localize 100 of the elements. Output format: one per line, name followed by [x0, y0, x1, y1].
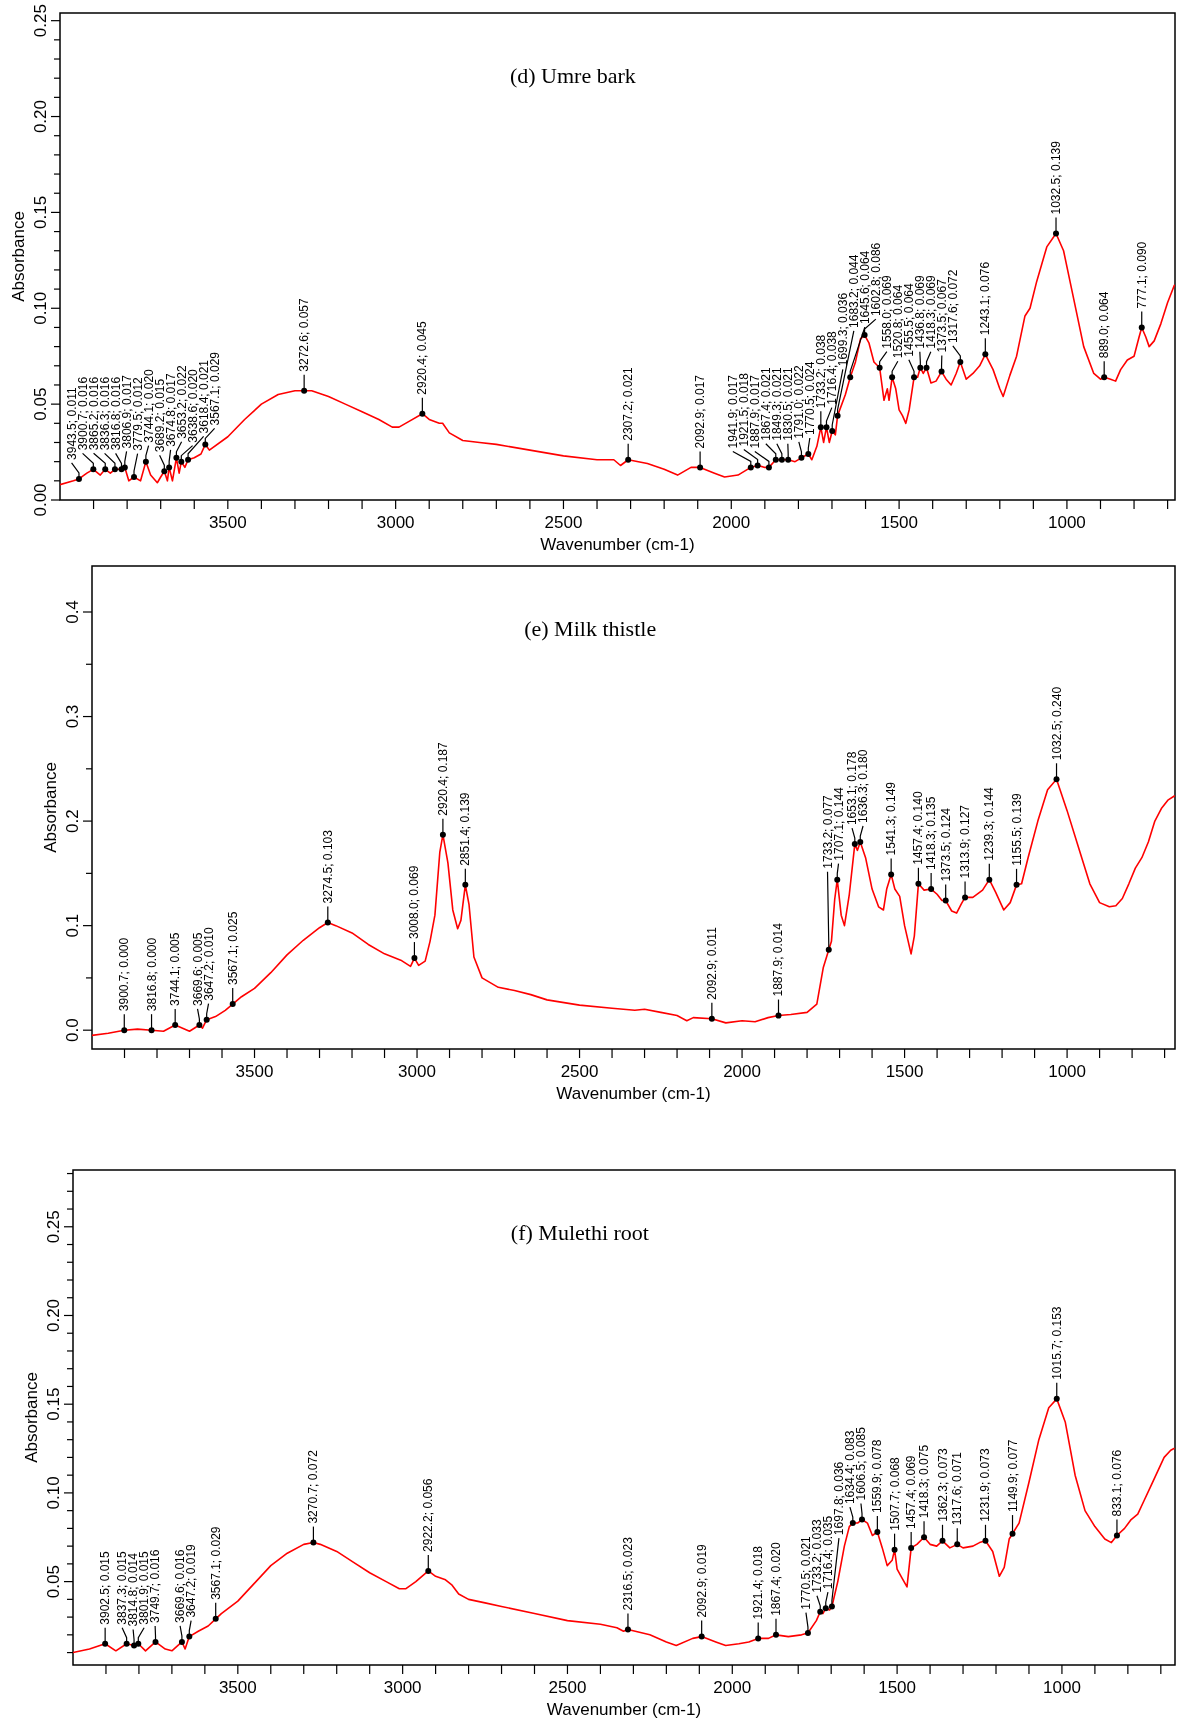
data-label: 1149.9; 0.077 — [1005, 1439, 1020, 1513]
data-label: 1239.3; 0.144 — [982, 786, 997, 861]
point — [411, 955, 418, 962]
x-tick-label: 2000 — [723, 1062, 761, 1081]
x-tick-label: 3000 — [383, 1678, 422, 1697]
y-axis-title: Absorbance — [41, 762, 60, 853]
point — [849, 1520, 856, 1527]
x-tick-label: 3500 — [218, 1678, 257, 1697]
data-label: 2922.2; 0.056 — [421, 1478, 436, 1552]
point — [754, 462, 761, 469]
x-tick-label: 1500 — [878, 1678, 917, 1697]
data-label: 777.1; 0.090 — [1134, 241, 1149, 309]
data-label: 3567.1; 0.029 — [208, 1526, 223, 1600]
point — [891, 1546, 898, 1553]
x-tick-label: 2500 — [560, 1062, 599, 1081]
point — [135, 1640, 142, 1647]
data-label: 1317.6; 0.071 — [950, 1451, 965, 1526]
point — [196, 1021, 203, 1028]
data-label: 1155.5; 0.139 — [1009, 793, 1024, 866]
y-tick-label: 0.3 — [63, 704, 82, 729]
point — [772, 456, 779, 463]
data-label: 3900.7; 0.000 — [117, 937, 132, 1012]
point — [817, 424, 824, 431]
x-tick-label: 3000 — [398, 1062, 436, 1081]
point — [102, 1640, 109, 1647]
point — [859, 1516, 865, 1523]
point — [915, 880, 922, 887]
point — [698, 1633, 705, 1640]
point — [773, 1631, 779, 1638]
point — [324, 919, 331, 926]
data-label: 1683.2; 0.044 — [846, 254, 861, 328]
point — [439, 831, 446, 838]
point — [798, 454, 805, 461]
point — [419, 410, 426, 417]
data-label: 2092.9; 0.017 — [693, 374, 708, 449]
point — [829, 427, 836, 434]
data-label: 3008.0; 0.069 — [407, 865, 422, 940]
data-label: 1887.9; 0.014 — [771, 922, 786, 997]
point — [939, 1537, 946, 1544]
point — [954, 1541, 961, 1548]
data-label: 1418.3; 0.075 — [917, 1444, 932, 1519]
point — [121, 1027, 128, 1034]
data-label: 3943.5; 0.011 — [64, 387, 79, 460]
point — [982, 351, 989, 358]
point — [957, 358, 964, 365]
point — [755, 1635, 762, 1642]
point — [102, 466, 109, 473]
data-label: 1770.5; 0.021 — [798, 1535, 813, 1610]
point — [624, 1626, 631, 1633]
data-label: 3902.5; 0.015 — [98, 1550, 113, 1625]
y-axis-title: Absorbance — [22, 1372, 41, 1463]
x-tick-label: 1500 — [880, 513, 919, 532]
point — [185, 456, 192, 463]
x-tick-label: 3500 — [235, 1062, 274, 1081]
point — [1138, 324, 1145, 331]
point — [173, 454, 180, 461]
data-label: 3749.7; 0.016 — [148, 1549, 163, 1623]
point — [785, 456, 792, 463]
data-label: 3270.7; 0.072 — [306, 1449, 321, 1524]
point — [697, 464, 704, 471]
x-tick-label: 2500 — [544, 513, 583, 532]
x-tick-label: 1500 — [885, 1062, 924, 1081]
data-label: 3744.1; 0.005 — [168, 932, 183, 1006]
data-label: 833.1; 0.076 — [1109, 1449, 1124, 1517]
point — [765, 464, 772, 471]
text: (d) Umre bark — [509, 63, 636, 88]
x-tick-label: 2000 — [712, 513, 751, 532]
y-tick-label: 0.1 — [63, 913, 82, 938]
x-tick-label: 2500 — [548, 1678, 587, 1697]
data-label: 1541.3; 0.149 — [884, 781, 899, 856]
point — [861, 332, 868, 339]
point — [942, 897, 949, 904]
point — [986, 876, 993, 883]
data-label: 3272.6; 0.057 — [297, 297, 312, 372]
point — [908, 1544, 915, 1551]
y-tick-label: 0.05 — [31, 387, 50, 421]
point — [747, 464, 754, 471]
point — [876, 364, 883, 371]
point — [131, 473, 138, 480]
y-tick-label: 0.20 — [44, 1298, 63, 1333]
point — [161, 468, 168, 475]
point — [1053, 776, 1060, 783]
y-axis-title: Absorbance — [9, 211, 28, 302]
data-label: 1507.7; 0.068 — [887, 1456, 902, 1531]
point — [923, 364, 930, 371]
data-label: 2920.4; 0.045 — [415, 320, 430, 395]
point — [212, 1615, 219, 1622]
x-tick-label: 1000 — [1043, 1678, 1081, 1697]
x-axis-title: Wavenumber (cm-1) — [546, 1700, 702, 1719]
point — [166, 464, 173, 471]
point — [804, 1630, 811, 1637]
point — [834, 876, 841, 883]
data-label: 1231.9; 0.073 — [978, 1448, 993, 1522]
point — [817, 1608, 824, 1615]
data-label: 3816.8; 0.000 — [144, 937, 159, 1012]
x-tick-label: 3000 — [376, 513, 415, 532]
data-label: 1015.7; 0.153 — [1049, 1306, 1064, 1380]
point — [1053, 1395, 1060, 1402]
point — [229, 1001, 236, 1008]
point — [202, 441, 209, 448]
